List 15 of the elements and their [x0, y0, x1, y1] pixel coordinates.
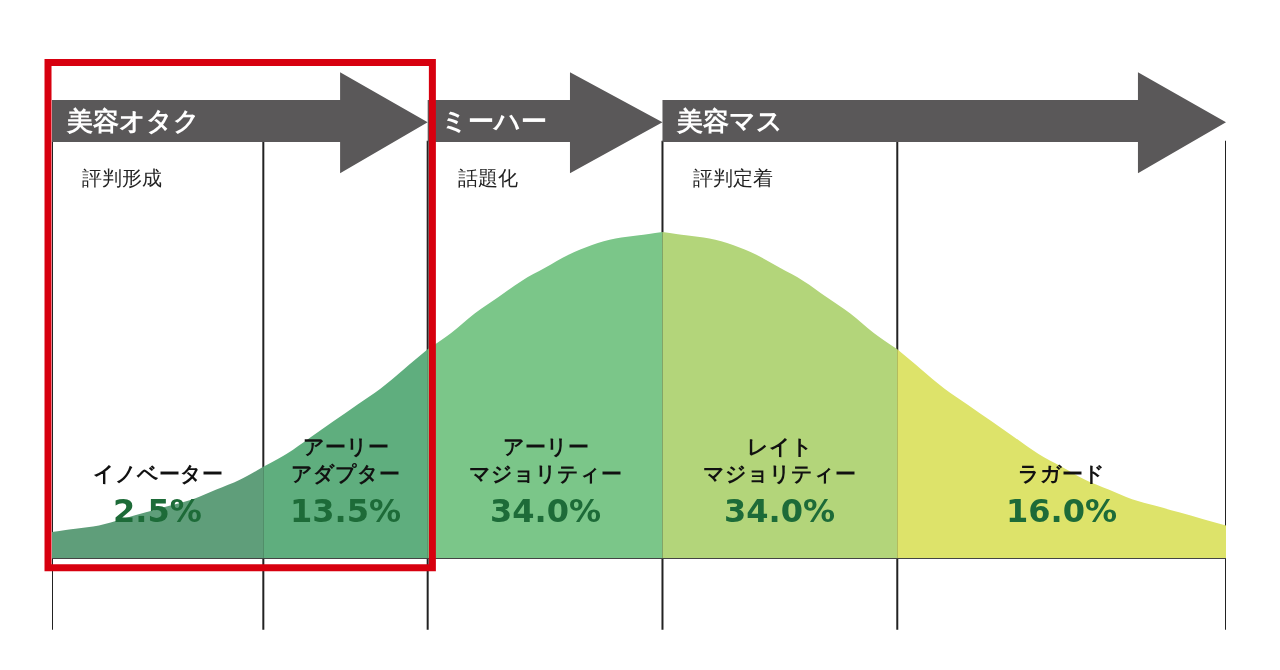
series-label: アーリーマジョリティー	[469, 435, 622, 487]
series-label: レイトマジョリティー	[703, 435, 856, 487]
text: ミーハー	[441, 106, 547, 136]
text: 評判定着	[693, 166, 773, 190]
text: 話題化	[458, 166, 518, 190]
series-label: イノベーター	[93, 462, 223, 486]
text: 評判形成	[82, 166, 162, 190]
annotation: 16.0%	[1006, 492, 1118, 530]
annotation: 34.0%	[490, 492, 602, 530]
series-label: アーリーアダプター	[291, 435, 400, 487]
series-label: ラガード	[1018, 462, 1105, 486]
annotation: 34.0%	[724, 492, 836, 530]
text: 美容オタク	[66, 106, 200, 136]
text: 美容マス	[676, 106, 783, 136]
annotation: 13.5%	[290, 492, 402, 530]
